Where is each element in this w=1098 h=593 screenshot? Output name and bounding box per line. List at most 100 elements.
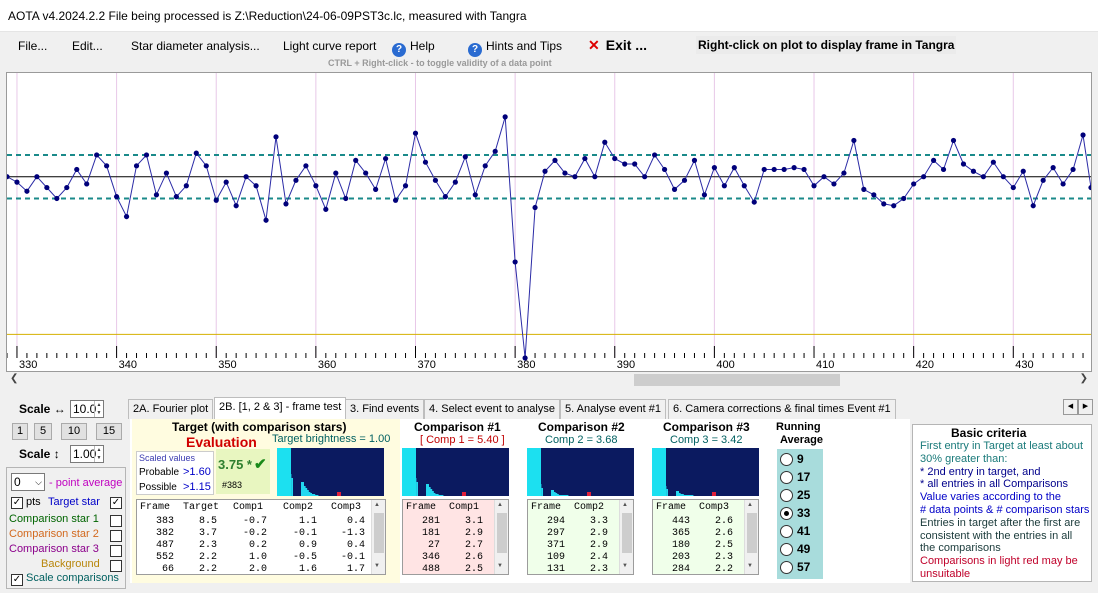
scroll-up-icon[interactable]: ▲ — [747, 502, 753, 508]
data-point[interactable] — [1030, 203, 1036, 209]
scroll-down-icon[interactable]: ▼ — [374, 563, 380, 569]
data-point[interactable] — [841, 170, 847, 176]
data-point[interactable] — [223, 179, 229, 185]
scale-button-5[interactable]: 5 — [34, 423, 52, 440]
data-point[interactable] — [84, 181, 90, 187]
data-point[interactable] — [990, 159, 996, 165]
running-average-radio-57[interactable] — [780, 561, 793, 574]
scrollbar-thumb[interactable] — [497, 513, 507, 553]
data-point[interactable] — [940, 166, 947, 173]
data-point[interactable] — [791, 165, 797, 171]
running-average-radio-25[interactable] — [780, 489, 793, 502]
scroll-down-icon[interactable]: ▼ — [622, 563, 628, 569]
data-point[interactable] — [4, 174, 10, 180]
data-point[interactable] — [582, 155, 588, 162]
data-point[interactable] — [921, 174, 927, 180]
data-point[interactable] — [701, 192, 708, 198]
data-point[interactable] — [901, 195, 907, 202]
data-point[interactable] — [34, 174, 40, 180]
data-point[interactable] — [542, 168, 548, 174]
data-point[interactable] — [452, 179, 458, 185]
data-point[interactable] — [353, 157, 359, 163]
running-average-radio-17[interactable] — [780, 471, 793, 484]
data-point[interactable] — [183, 183, 189, 189]
data-point[interactable] — [133, 163, 140, 169]
data-point[interactable] — [522, 355, 528, 361]
data-point[interactable] — [562, 170, 568, 176]
data-point[interactable] — [313, 183, 319, 189]
spinner-icon[interactable]: ▲ ▼ — [94, 401, 103, 417]
data-point[interactable] — [602, 139, 608, 145]
scroll-down-icon[interactable]: ▼ — [497, 563, 503, 569]
light-curve-chart[interactable]: 330 340 350 360 370 380 390 400 410 420 430 — [4, 73, 1094, 371]
scale-comparisons-checkbox[interactable]: ✓ — [11, 574, 23, 586]
data-point[interactable] — [1050, 165, 1056, 171]
data-point[interactable] — [74, 166, 80, 173]
scrollbar-thumb[interactable] — [622, 513, 632, 553]
data-point[interactable] — [980, 174, 986, 180]
data-point[interactable] — [861, 186, 867, 192]
menu-edit[interactable]: Edit... — [72, 39, 103, 53]
data-point[interactable] — [14, 179, 20, 185]
data-point[interactable] — [1070, 166, 1076, 173]
scroll-down-icon[interactable]: ▼ — [747, 563, 753, 569]
comparison-2-table[interactable]: Frame Comp2 294 3.3 297 2.9 371 2.9 109 2.4 131 2.3… — [527, 499, 634, 575]
target-star-checkbox[interactable]: ✓ — [110, 497, 122, 509]
data-point[interactable] — [373, 186, 379, 192]
running-average-radio-33[interactable] — [780, 507, 793, 520]
comparison-star-2-checkbox[interactable] — [110, 530, 122, 542]
data-point[interactable] — [303, 163, 309, 169]
data-point[interactable] — [343, 195, 349, 202]
scroll-right-icon[interactable]: ❯ — [1079, 373, 1088, 384]
menu-light-curve-report[interactable]: Light curve report — [283, 39, 377, 53]
data-point[interactable] — [950, 137, 957, 144]
tab-find-events[interactable]: 3. Find events — [345, 399, 425, 419]
data-point[interactable] — [1010, 184, 1016, 191]
point-average-select[interactable]: 0 ⌵ — [11, 473, 45, 491]
data-point[interactable] — [442, 194, 448, 200]
data-point[interactable] — [661, 166, 668, 173]
data-point[interactable] — [44, 184, 50, 191]
data-point[interactable] — [751, 199, 757, 205]
tab-analyse-event[interactable]: 5. Analyse event #1 — [560, 399, 667, 419]
data-point[interactable] — [801, 166, 807, 173]
data-point[interactable] — [482, 163, 488, 169]
data-point[interactable] — [163, 170, 170, 176]
running-average-radio-49[interactable] — [780, 543, 793, 556]
target-table[interactable]: Frame Target Comp1 Comp2 Comp3 383 8.5 -0.7 1.1 0… — [136, 499, 386, 575]
menu-help[interactable]: ? Help — [392, 39, 435, 57]
data-point[interactable] — [592, 174, 598, 180]
data-point[interactable] — [1040, 177, 1046, 183]
data-point[interactable] — [731, 165, 737, 171]
menu-file[interactable]: File... — [18, 39, 48, 53]
menu-hints-and-tips[interactable]: ? Hints and Tips — [468, 39, 562, 57]
data-point[interactable] — [891, 203, 897, 209]
data-point[interactable] — [472, 192, 478, 198]
spinner-icon[interactable]: ▲ ▼ — [94, 446, 103, 462]
menu-exit[interactable]: ✕ Exit ... — [588, 37, 647, 54]
scroll-left-icon[interactable]: ❮ — [10, 373, 19, 384]
menu-star-diameter-analysis[interactable]: Star diameter analysis... — [131, 39, 260, 53]
plot-horizontal-scrollbar[interactable]: ❮ ❯ — [6, 372, 1092, 388]
light-curve-plot[interactable]: 330 340 350 360 370 380 390 400 410 420 430 — [4, 72, 1094, 372]
data-point[interactable] — [652, 152, 658, 158]
data-point[interactable] — [143, 152, 150, 158]
data-point[interactable] — [54, 195, 60, 202]
tab-fourier-plot[interactable]: 2A. Fourier plot — [128, 399, 214, 419]
data-point[interactable] — [721, 183, 727, 189]
data-point[interactable] — [1020, 168, 1026, 174]
tab-prev-icon[interactable]: ◀ — [1063, 399, 1078, 415]
table-scrollbar[interactable]: ▲ ▼ — [619, 500, 633, 574]
data-point[interactable] — [422, 159, 429, 165]
data-point[interactable] — [811, 183, 817, 189]
running-average-radio-9[interactable] — [780, 453, 793, 466]
data-point[interactable] — [283, 201, 289, 207]
data-point[interactable] — [771, 166, 777, 173]
data-point[interactable] — [642, 174, 648, 180]
data-point[interactable] — [363, 170, 369, 176]
data-point[interactable] — [1080, 132, 1086, 138]
data-point[interactable] — [383, 155, 389, 162]
data-point[interactable] — [392, 197, 399, 203]
data-point[interactable] — [273, 134, 279, 140]
data-point[interactable] — [113, 194, 120, 200]
